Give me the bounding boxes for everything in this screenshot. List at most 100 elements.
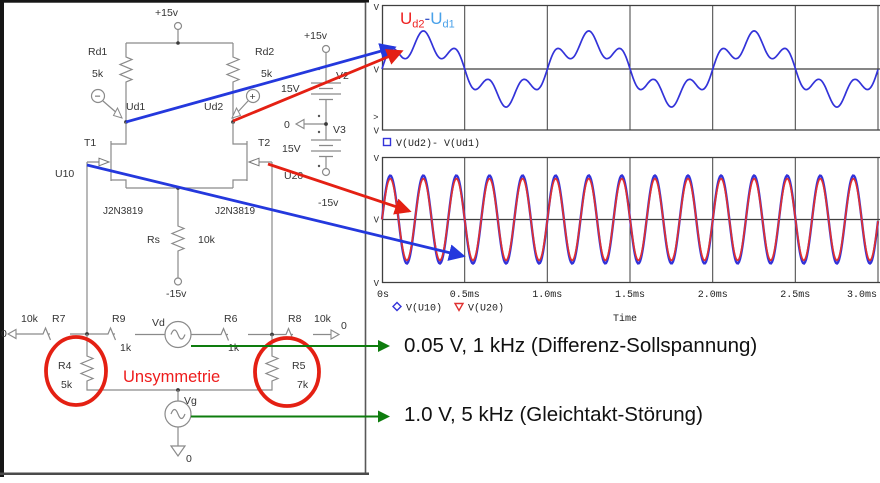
label-v2: V2 (336, 70, 349, 82)
xtick-1-0ms: 1.0ms (532, 290, 562, 301)
label-supply-top: +15v (155, 7, 179, 19)
xtick-2-5ms: 2.5ms (780, 290, 810, 301)
legend1-label: V(Ud2)- V(Ud1) (396, 138, 480, 150)
plot2-ytick-top: V (374, 154, 380, 164)
label-gnd-bottom: 0 (186, 453, 192, 465)
highlight-circle-r5 (253, 336, 321, 408)
circuit-schematic: +15v Rd1 5k Rd2 5k − Ud1 + Ud2 T1 T2 U10 (0, 0, 369, 477)
label-ud1: Ud1 (126, 101, 145, 113)
probe-minus-sign: − (95, 91, 101, 103)
legend2-diamond-marker (392, 301, 402, 312)
label-rd2: Rd2 (255, 46, 274, 58)
xtick-1-5ms: 1.5ms (615, 290, 645, 301)
label-t2: T2 (258, 137, 270, 149)
label-u10: U10 (55, 168, 74, 180)
frame-top-edge (0, 0, 369, 3)
label-v3-value: 15V (282, 143, 301, 155)
annotation-differential-source: 0.05 V, 1 kHz (Differenz-Sollspannung) (404, 334, 758, 357)
terminal-vee-right (321, 167, 331, 177)
plot1-ytick-bottom: V (374, 127, 380, 137)
xtick-3-0ms: 3.0ms (847, 290, 877, 301)
battery-v3 (311, 139, 341, 158)
label-v3: V3 (333, 124, 346, 136)
legend2-triangle-marker (453, 302, 465, 312)
terminal-supply-right (321, 44, 331, 54)
gnd-mid-connector (294, 118, 305, 130)
probe-plus-sign: + (250, 91, 256, 103)
label-r7: R7 (52, 313, 66, 325)
label-jfet1-type: J2N3819 (103, 206, 143, 217)
label-r6: R6 (224, 313, 238, 325)
plot2-ytick-mid: V (374, 216, 380, 226)
label-r5-value: 7k (297, 379, 309, 391)
jfet-t2 (232, 122, 272, 188)
label-vd: Vd (152, 317, 165, 329)
terminal-vee-mid (173, 277, 183, 286)
label-gnd-left: 0 (1, 328, 7, 340)
ground-symbol (169, 445, 187, 458)
sine-glyph-vg (170, 408, 186, 420)
legend2-u10-label: V(U10) (406, 303, 442, 315)
probe-arrowhead-ud1 (112, 106, 123, 119)
label-rs-value: 10k (198, 234, 216, 246)
gnd-right-connector (330, 329, 341, 340)
plot1-sel-fragment: > (373, 113, 378, 123)
resistor-r6 (217, 327, 230, 342)
plot1-title: Ud2-Ud1 (400, 9, 455, 31)
probe-minus-circle (90, 88, 106, 104)
label-r8-value: 10k (314, 313, 332, 325)
label-rs: Rs (147, 234, 160, 246)
resistor-r9 (104, 327, 117, 341)
label-r5: R5 (292, 360, 306, 372)
legend1-square-marker (382, 137, 392, 147)
label-ud2: Ud2 (204, 101, 223, 113)
plot2-trace-vu20 (381, 177, 879, 262)
resistor-r4 (80, 351, 94, 388)
label-rd1: Rd1 (88, 46, 107, 58)
jfet-t1 (87, 122, 127, 188)
battery-v2 (311, 82, 341, 101)
label-gnd-mid: 0 (284, 119, 290, 131)
label-r4: R4 (58, 360, 72, 372)
plot2-ytick-bottom: V (374, 279, 380, 289)
resistor-r7 (39, 327, 52, 341)
sine-glyph-vd (170, 329, 186, 340)
label-vee-right: -15v (318, 197, 339, 209)
plot1-ytick-top: V (374, 3, 380, 13)
label-r6-value: 1k (228, 342, 240, 354)
gate-arrow-t2 (247, 157, 260, 167)
label-rd2-value: 5k (261, 68, 273, 80)
label-v2-value: 15V (281, 83, 300, 95)
label-u20: U20 (284, 170, 303, 182)
label-vg: Vg (184, 395, 197, 407)
time-axis-ticks: 0s 0.5ms 1.0ms 1.5ms 2.0ms 2.5ms 3.0ms (377, 290, 877, 301)
label-r4-value: 5k (61, 379, 73, 391)
label-r9: R9 (112, 313, 126, 325)
annotation-common-mode-source: 1.0 V, 5 kHz (Gleichtakt-Störung) (404, 403, 703, 426)
label-supply-right: +15v (304, 30, 328, 42)
xtick-0-5ms: 0.5ms (450, 290, 480, 301)
pspice-plots: V V > V Ud2-Ud1 V(Ud2)- V(Ud1) V V V (373, 3, 880, 325)
label-vee-mid: -15v (166, 288, 187, 300)
resistor-r5 (265, 351, 279, 388)
gate-arrow-t1 (98, 157, 111, 167)
label-t1: T1 (84, 137, 96, 149)
frame-bottom-edge (0, 472, 369, 475)
label-gnd-right: 0 (341, 320, 347, 332)
plot1-ytick-mid: V (374, 66, 380, 76)
xtick-2-0ms: 2.0ms (698, 290, 728, 301)
label-rd1-value: 5k (92, 68, 104, 80)
plot1-grid (381, 4, 880, 131)
gnd-left-connector (6, 328, 17, 340)
resistor-rd2 (226, 52, 240, 89)
highlight-circle-r4 (44, 335, 108, 407)
resistor-rs (171, 221, 185, 258)
label-r9-value: 1k (120, 342, 132, 354)
xtick-0s: 0s (377, 290, 389, 301)
resistor-rd1 (119, 52, 133, 89)
label-jfet2-type: J2N3819 (215, 206, 255, 217)
frame-left-edge (0, 0, 4, 477)
label-r7-value: 10k (21, 313, 39, 325)
terminal-supply-top (173, 21, 183, 31)
